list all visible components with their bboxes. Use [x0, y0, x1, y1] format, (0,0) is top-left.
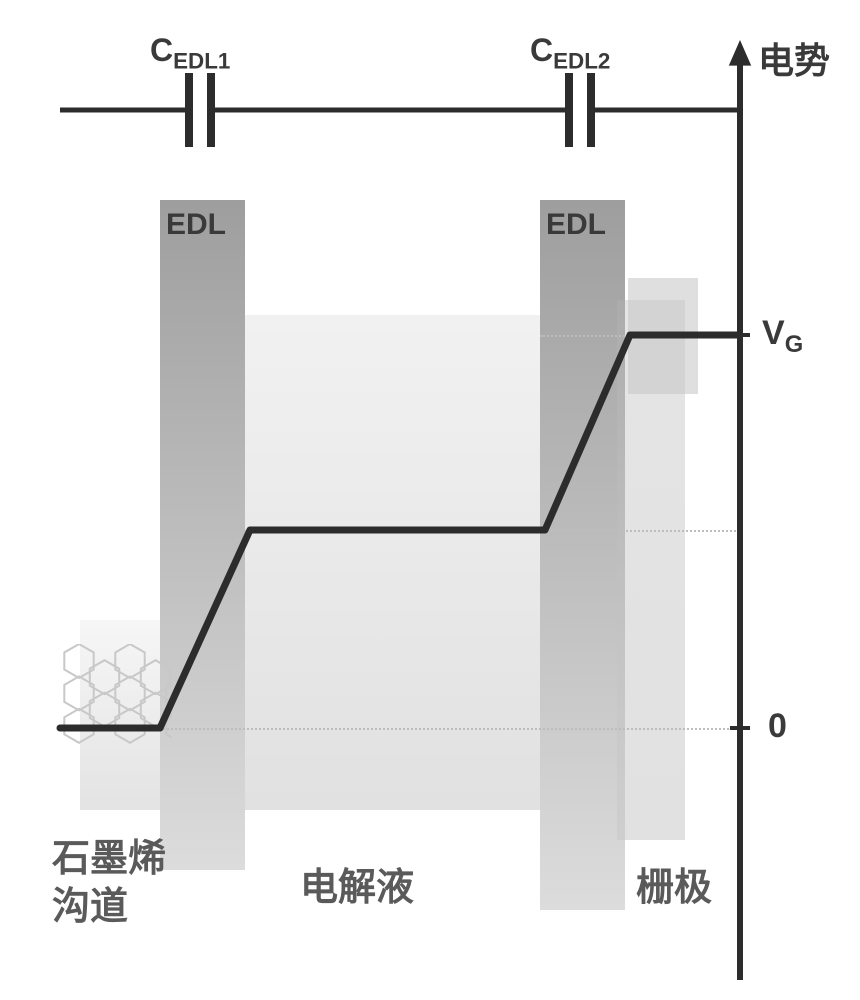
- diagram-stage: 电势 VG 0 EDL EDL CEDL1 CEDL2 石墨烯 沟道 电解液 栅…: [0, 0, 860, 1000]
- cap1-subscript: EDL1: [173, 48, 230, 73]
- tick-zero-label: 0: [768, 707, 787, 746]
- axis-title-label: 电势: [758, 32, 830, 84]
- edl1-band-label: EDL: [166, 208, 226, 242]
- vg-subscript: G: [785, 331, 804, 358]
- cap2-subscript: EDL2: [553, 48, 610, 73]
- capacitor2-label: CEDL2: [530, 32, 610, 74]
- edl2-band-label: EDL: [546, 208, 606, 242]
- electrolyte-region-label: 电解液: [300, 856, 414, 911]
- graphene-label-line2: 沟道: [52, 884, 166, 932]
- gate-region-label: 栅极: [636, 856, 712, 911]
- cap2-prefix: C: [530, 32, 553, 68]
- graphene-label-line1: 石墨烯: [52, 836, 166, 884]
- vg-letter: V: [762, 314, 785, 352]
- tick-vg-label: VG: [762, 314, 803, 359]
- graphene-region-label: 石墨烯 沟道: [52, 836, 166, 931]
- cap1-prefix: C: [150, 32, 173, 68]
- capacitor1-label: CEDL1: [150, 32, 230, 74]
